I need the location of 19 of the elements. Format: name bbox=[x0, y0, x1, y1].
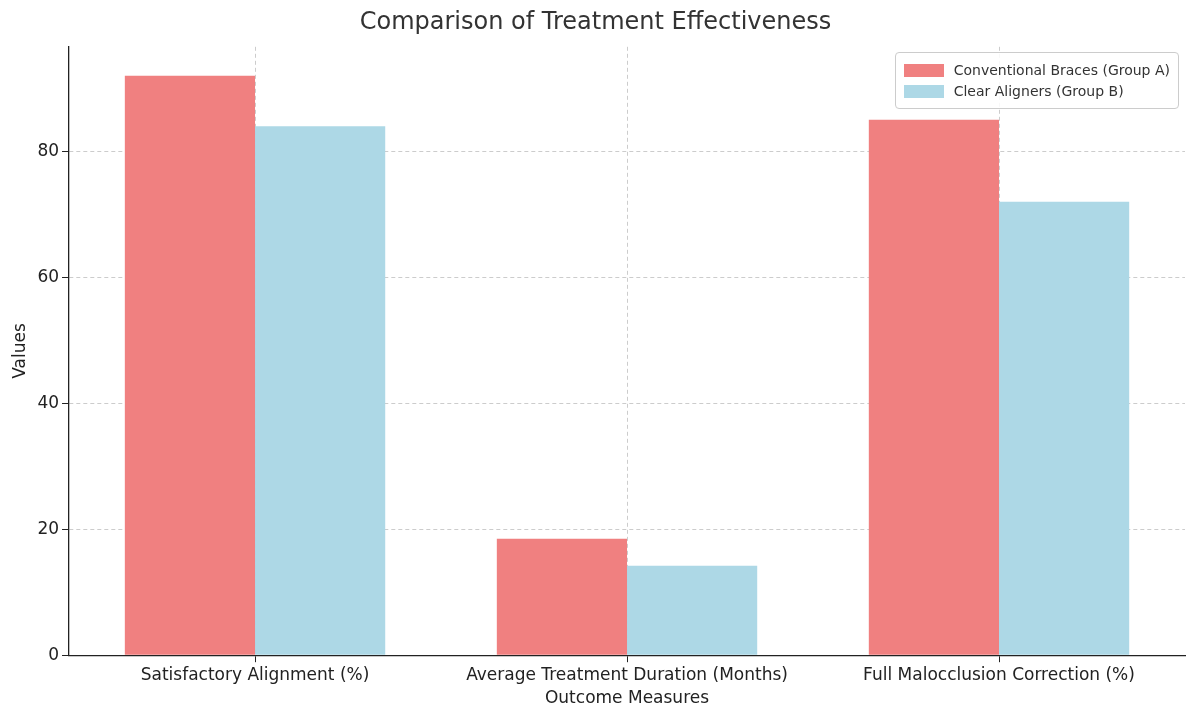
bar bbox=[124, 75, 256, 655]
y-tick-label: 20 bbox=[37, 517, 60, 538]
x-tick-label: Satisfactory Alignment (%) bbox=[140, 663, 370, 684]
bar bbox=[999, 201, 1130, 655]
legend-label: Conventional Braces (Group A) bbox=[953, 62, 1170, 78]
x-tick-label: Average Treatment Duration (Months) bbox=[466, 663, 788, 684]
chart-title: Comparison of Treatment Effectiveness bbox=[359, 6, 832, 35]
y-tick-label: 80 bbox=[37, 139, 60, 160]
legend-label: Clear Aligners (Group B) bbox=[953, 83, 1124, 99]
y-tick-label: 0 bbox=[48, 643, 60, 664]
x-tick-label: Full Malocclusion Correction (%) bbox=[863, 663, 1135, 684]
bar bbox=[868, 119, 1000, 655]
bar bbox=[255, 126, 386, 655]
y-tick-label: 40 bbox=[37, 391, 60, 412]
x-axis-title: Outcome Measures bbox=[544, 687, 710, 708]
y-axis-title: Values bbox=[8, 323, 29, 379]
bar bbox=[627, 565, 758, 655]
bar bbox=[496, 538, 628, 655]
y-tick-label: 60 bbox=[37, 265, 60, 286]
